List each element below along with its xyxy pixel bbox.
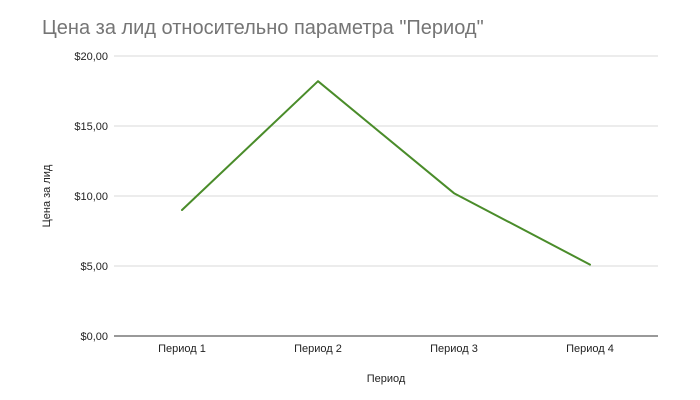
grid-lines <box>114 55 658 337</box>
chart-title: Цена за лид относительно параметра "Пери… <box>42 17 484 39</box>
x-tick-labels: Период 1 Период 2 Период 3 Период 4 <box>158 343 614 355</box>
y-tick-label: $20,00 <box>74 51 108 63</box>
x-tick-label: Период 3 <box>430 343 478 355</box>
series-line <box>181 80 591 266</box>
x-tick-label: Период 1 <box>158 343 206 355</box>
y-tick-label: $5,00 <box>80 261 108 273</box>
y-tick-labels: $0,00 $5,00 $10,00 $15,00 $20,00 <box>74 51 108 343</box>
y-tick-label: $15,00 <box>74 121 108 133</box>
y-axis-title: Цена за лид <box>41 164 53 227</box>
x-axis-title: Период <box>367 373 406 385</box>
y-tick-label: $10,00 <box>74 191 108 203</box>
y-tick-label: $0,00 <box>80 331 108 343</box>
series-layer <box>181 80 591 266</box>
x-tick-label: Период 2 <box>294 343 342 355</box>
x-tick-label: Период 4 <box>566 343 614 355</box>
